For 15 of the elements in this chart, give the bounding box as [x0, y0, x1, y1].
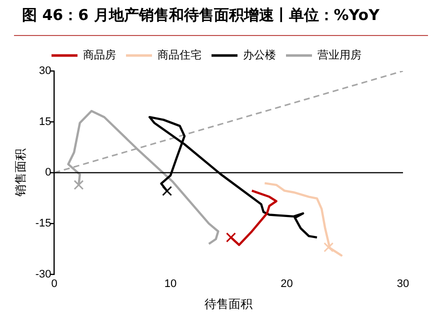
y-tick-label: -30 [35, 268, 52, 280]
legend-label: 营业用房 [318, 48, 362, 62]
y-tick-label: -15 [35, 218, 52, 230]
y-axis-title: 销售面积 [14, 148, 28, 198]
legend-label: 办公楼 [243, 48, 276, 62]
x-tick-label: 10 [164, 278, 177, 290]
y-tick-label: 30 [39, 65, 52, 78]
chart-title: 图 46：6 月地产销售和待售面积增速丨单位：%YoY [22, 6, 380, 25]
x-tick-label: 30 [396, 278, 410, 290]
y-tick-label: 0 [45, 166, 52, 179]
y-tick-label: 15 [39, 116, 52, 128]
x-tick-label: 20 [280, 278, 293, 290]
legend-label: 商品房 [83, 48, 116, 62]
x-axis-title: 待售面积 [204, 297, 253, 312]
legend-label: 商品住宅 [158, 48, 202, 62]
